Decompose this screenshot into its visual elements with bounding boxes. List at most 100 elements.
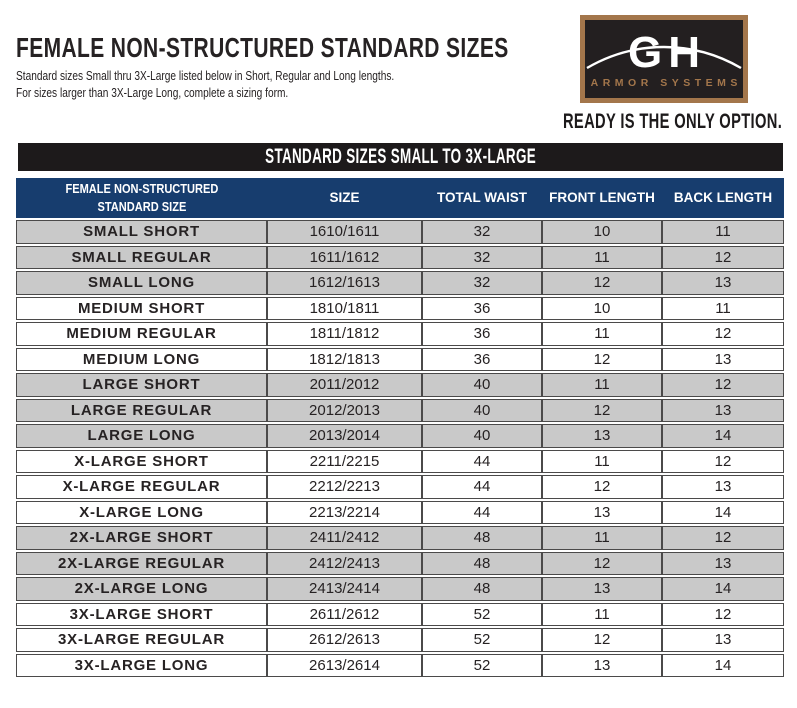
table-row: MEDIUM REGULAR 1811/1812 36 11 12 xyxy=(16,322,784,346)
cell-waist: 48 xyxy=(422,526,542,550)
table-row: X-LARGE REGULAR 2212/2213 44 12 13 xyxy=(16,475,784,499)
column-header-standard-size: FEMALE NON-STRUCTURED STANDARD SIZE xyxy=(16,178,267,218)
table-row: SMALL SHORT 1610/1611 32 10 11 xyxy=(16,220,784,244)
table-body: SMALL SHORT 1610/1611 32 10 11 SMALL REGULAR 1… xyxy=(16,220,784,677)
cell-name: MEDIUM SHORT xyxy=(16,296,267,320)
table-row: LARGE REGULAR 2012/2013 40 12 13 xyxy=(16,398,784,422)
cell-name: LARGE SHORT xyxy=(16,373,267,397)
cell-size: 2612/2613 xyxy=(267,628,422,652)
cell-back-length: 12 xyxy=(662,449,784,473)
cell-size: 2012/2013 xyxy=(267,398,422,422)
cell-name: X-LARGE LONG xyxy=(16,500,267,524)
table-row: MEDIUM LONG 1812/1813 36 12 13 xyxy=(16,347,784,371)
cell-front-length: 11 xyxy=(542,526,662,550)
cell-size: 2213/2214 xyxy=(267,500,422,524)
cell-front-length: 13 xyxy=(542,500,662,524)
cell-name: LARGE REGULAR xyxy=(16,398,267,422)
gh-armor-logo-inner: GH ARMOR SYSTEMS xyxy=(585,20,743,98)
cell-waist: 32 xyxy=(422,220,542,244)
cell-name: 2X-LARGE SHORT xyxy=(16,526,267,550)
table-row: X-LARGE LONG 2213/2214 44 13 14 xyxy=(16,500,784,524)
cell-back-length: 12 xyxy=(662,526,784,550)
sizes-table: FEMALE NON-STRUCTURED STANDARD SIZE SIZE… xyxy=(16,176,784,679)
table-row: 2X-LARGE LONG 2413/2414 48 13 14 xyxy=(16,577,784,601)
cell-back-length: 12 xyxy=(662,373,784,397)
cell-waist: 40 xyxy=(422,373,542,397)
cell-front-length: 13 xyxy=(542,653,662,677)
cell-waist: 32 xyxy=(422,245,542,269)
cell-back-length: 14 xyxy=(662,653,784,677)
cell-size: 1611/1612 xyxy=(267,245,422,269)
cell-back-length: 13 xyxy=(662,398,784,422)
cell-front-length: 12 xyxy=(542,475,662,499)
cell-size: 1812/1813 xyxy=(267,347,422,371)
cell-name: 3X-LARGE LONG xyxy=(16,653,267,677)
cell-back-length: 11 xyxy=(662,296,784,320)
cell-name: X-LARGE REGULAR xyxy=(16,475,267,499)
swoosh-icon xyxy=(586,45,742,70)
section-banner: STANDARD SIZES SMALL TO 3X-LARGE xyxy=(18,143,783,171)
cell-back-length: 12 xyxy=(662,322,784,346)
gh-monogram-icon: GH xyxy=(586,28,742,77)
cell-front-length: 12 xyxy=(542,551,662,575)
cell-front-length: 11 xyxy=(542,449,662,473)
table-row: MEDIUM SHORT 1810/1811 36 10 11 xyxy=(16,296,784,320)
cell-front-length: 10 xyxy=(542,220,662,244)
cell-waist: 44 xyxy=(422,500,542,524)
table-row: X-LARGE SHORT 2211/2215 44 11 12 xyxy=(16,449,784,473)
cell-back-length: 14 xyxy=(662,500,784,524)
cell-back-length: 13 xyxy=(662,475,784,499)
cell-size: 2211/2215 xyxy=(267,449,422,473)
table-row: 3X-LARGE REGULAR 2612/2613 52 12 13 xyxy=(16,628,784,652)
cell-size: 2212/2213 xyxy=(267,475,422,499)
cell-size: 2611/2612 xyxy=(267,602,422,626)
cell-waist: 36 xyxy=(422,296,542,320)
column-header-back-length: BACK LENGTH xyxy=(662,178,784,218)
cell-size: 2412/2413 xyxy=(267,551,422,575)
cell-name: 2X-LARGE LONG xyxy=(16,577,267,601)
cell-waist: 44 xyxy=(422,475,542,499)
cell-back-length: 13 xyxy=(662,628,784,652)
cell-front-length: 12 xyxy=(542,628,662,652)
table-header-row: FEMALE NON-STRUCTURED STANDARD SIZE SIZE… xyxy=(16,178,784,218)
cell-waist: 36 xyxy=(422,322,542,346)
cell-waist: 52 xyxy=(422,602,542,626)
cell-back-length: 13 xyxy=(662,271,784,295)
table-row: SMALL REGULAR 1611/1612 32 11 12 xyxy=(16,245,784,269)
table-row: 3X-LARGE LONG 2613/2614 52 13 14 xyxy=(16,653,784,677)
cell-front-length: 10 xyxy=(542,296,662,320)
cell-waist: 44 xyxy=(422,449,542,473)
table-row: 3X-LARGE SHORT 2611/2612 52 11 12 xyxy=(16,602,784,626)
table-row: 2X-LARGE SHORT 2411/2412 48 11 12 xyxy=(16,526,784,550)
cell-name: MEDIUM REGULAR xyxy=(16,322,267,346)
table-header: FEMALE NON-STRUCTURED STANDARD SIZE SIZE… xyxy=(16,178,784,218)
cell-back-length: 11 xyxy=(662,220,784,244)
cell-size: 1610/1611 xyxy=(267,220,422,244)
cell-size: 2013/2014 xyxy=(267,424,422,448)
cell-name: LARGE LONG xyxy=(16,424,267,448)
cell-size: 2411/2412 xyxy=(267,526,422,550)
cell-waist: 32 xyxy=(422,271,542,295)
cell-name: SMALL REGULAR xyxy=(16,245,267,269)
table-row: 2X-LARGE REGULAR 2412/2413 48 12 13 xyxy=(16,551,784,575)
cell-size: 1811/1812 xyxy=(267,322,422,346)
table-row: SMALL LONG 1612/1613 32 12 13 xyxy=(16,271,784,295)
cell-name: 3X-LARGE REGULAR xyxy=(16,628,267,652)
cell-back-length: 12 xyxy=(662,245,784,269)
column-header-total-waist: TOTAL WAIST xyxy=(422,178,542,218)
cell-front-length: 11 xyxy=(542,373,662,397)
cell-size: 1810/1811 xyxy=(267,296,422,320)
column-header-front-length: FRONT LENGTH xyxy=(542,178,662,218)
cell-size: 2613/2614 xyxy=(267,653,422,677)
gh-armor-logo: GH ARMOR SYSTEMS xyxy=(580,15,748,103)
cell-back-length: 14 xyxy=(662,424,784,448)
logo-brand-text: ARMOR SYSTEMS xyxy=(590,77,742,89)
cell-back-length: 12 xyxy=(662,602,784,626)
cell-size: 1612/1613 xyxy=(267,271,422,295)
cell-name: MEDIUM LONG xyxy=(16,347,267,371)
banner-title: STANDARD SIZES SMALL TO 3X-LARGE xyxy=(265,145,536,168)
brand-tagline: READY IS THE ONLY OPTION. xyxy=(562,110,782,133)
cell-name: 3X-LARGE SHORT xyxy=(16,602,267,626)
cell-back-length: 14 xyxy=(662,577,784,601)
